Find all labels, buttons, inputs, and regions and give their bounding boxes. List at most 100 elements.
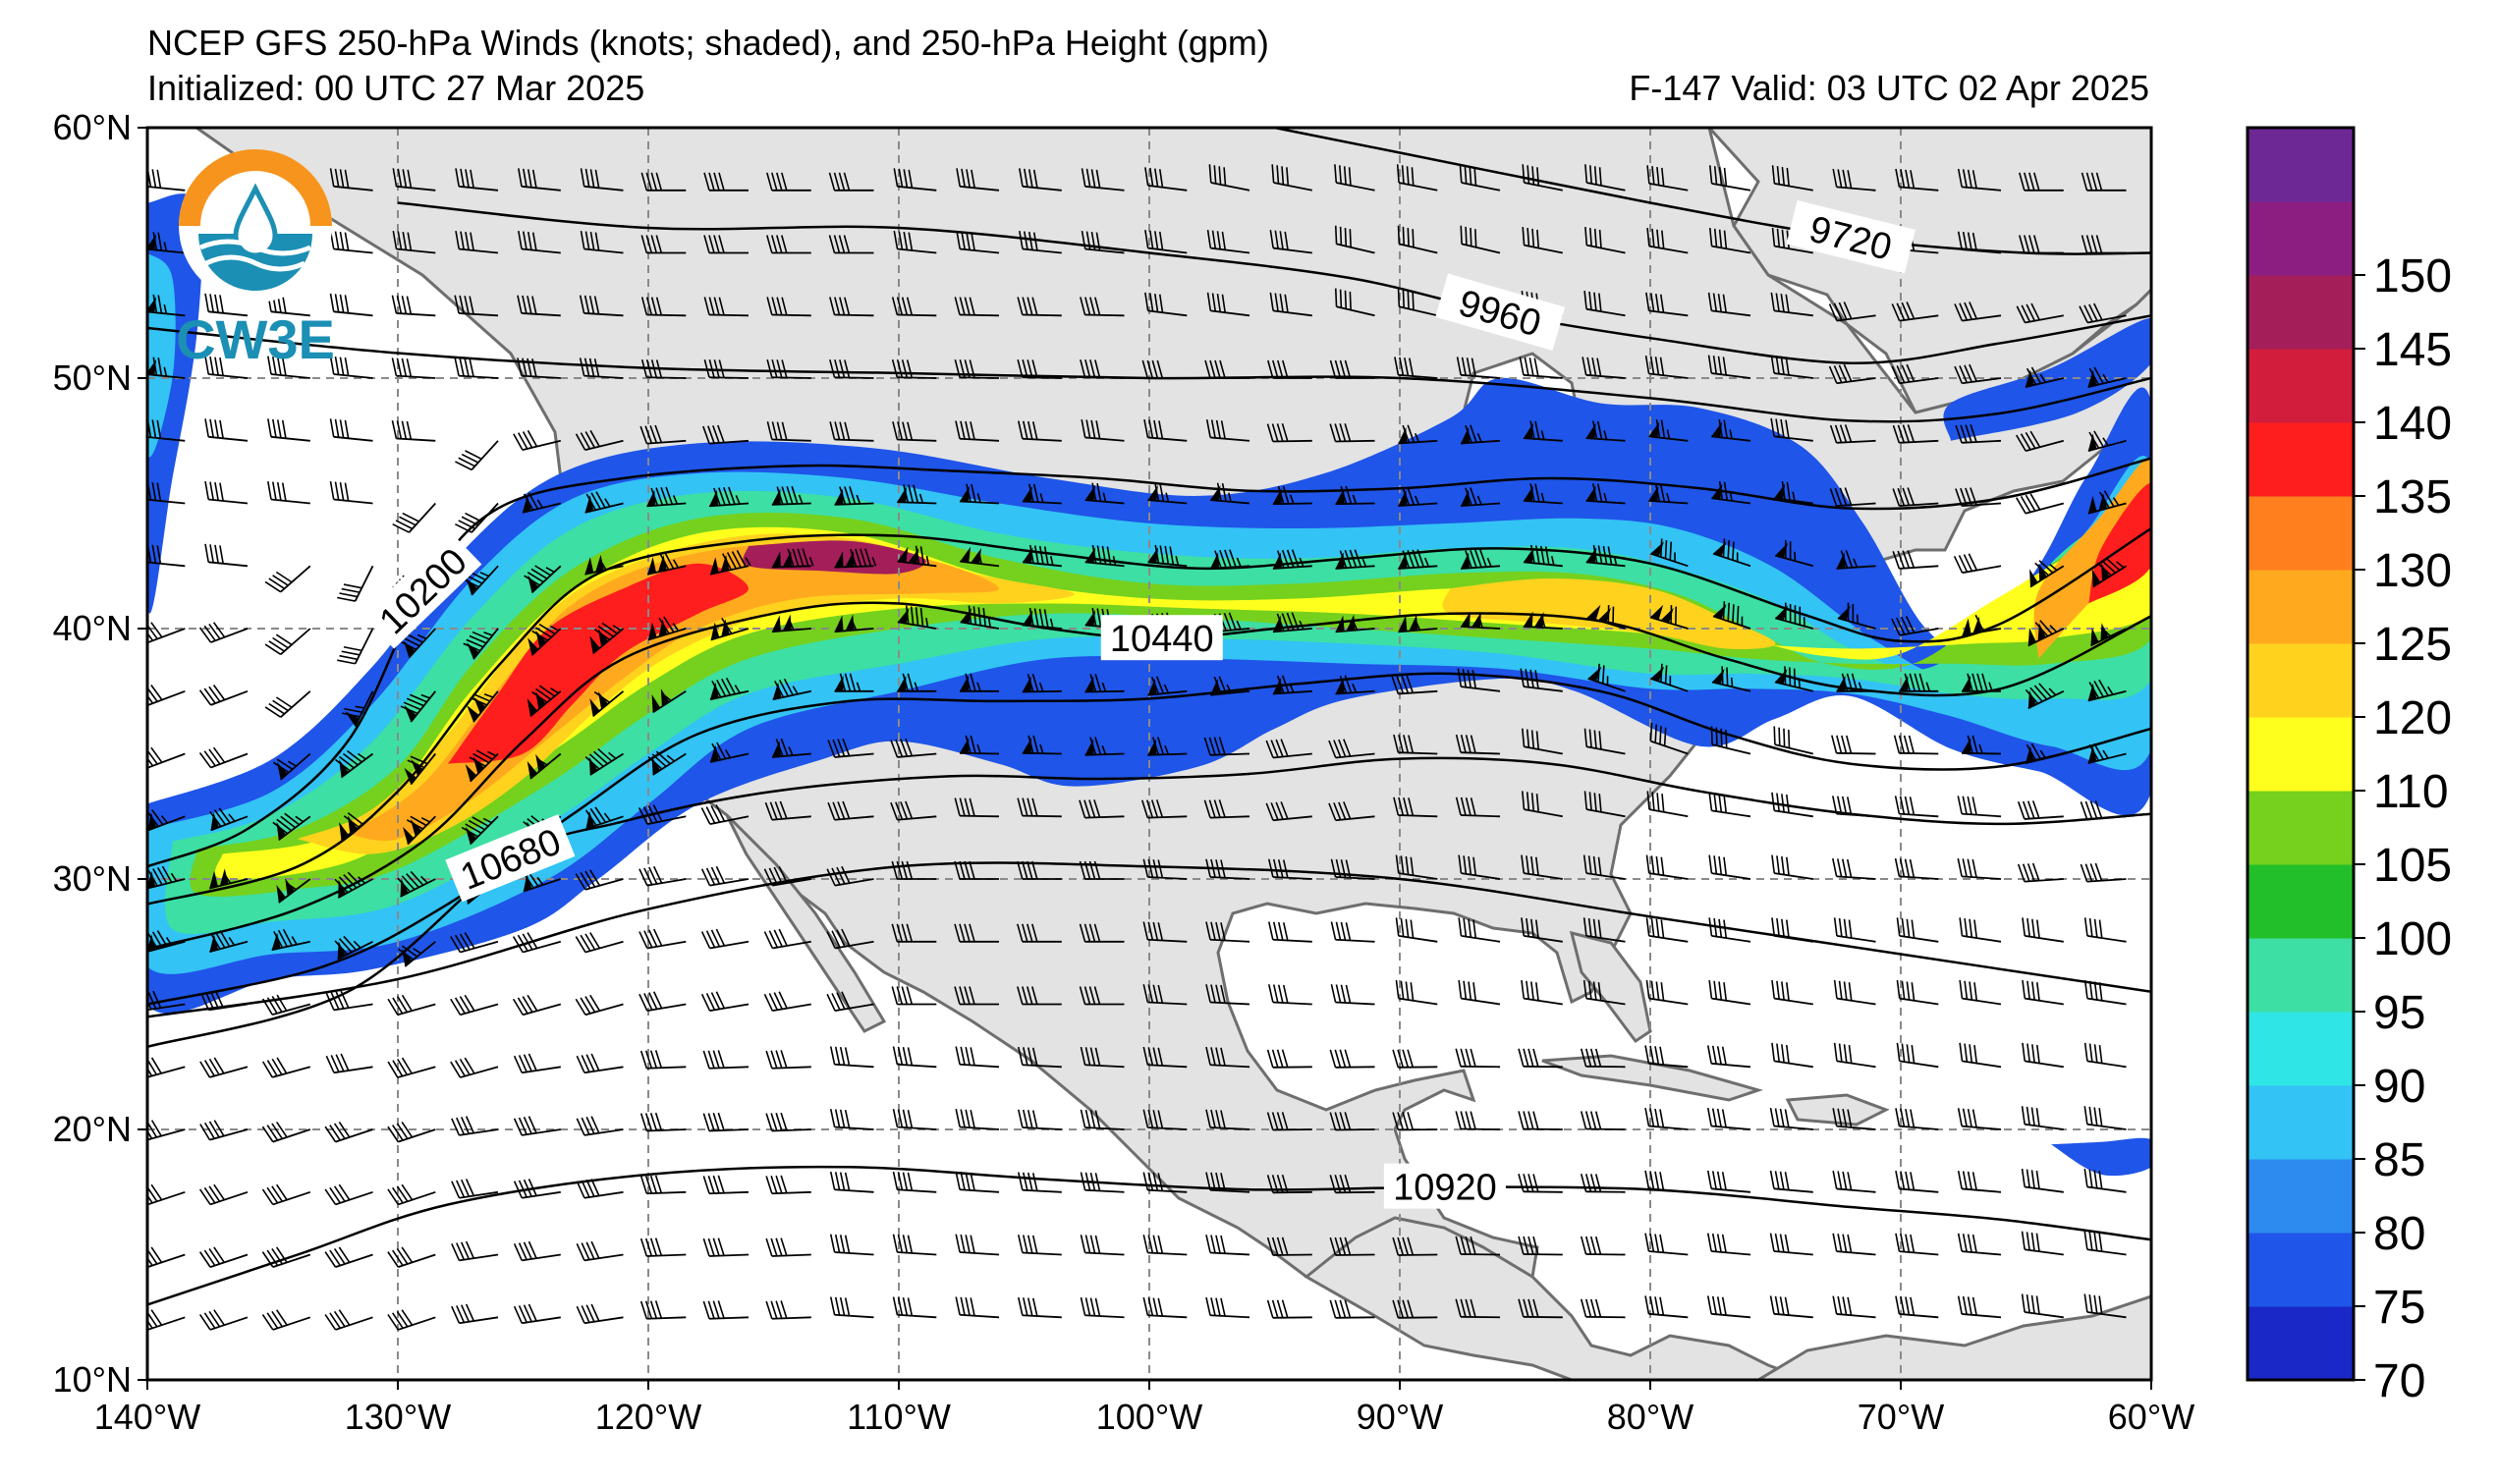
wind-barb (897, 545, 937, 568)
wind-barb (1832, 1295, 1876, 1319)
wind-barb (2079, 302, 2127, 324)
colorbar-label: 90 (2373, 1061, 2425, 1113)
wind-barb (325, 1053, 373, 1074)
wind-barb (2017, 800, 2064, 820)
wind-barb (329, 356, 373, 379)
wind-barb (1266, 1299, 1312, 1319)
wind-barb (1022, 674, 1062, 693)
wind-barb (1832, 1170, 1876, 1193)
wind-barb (579, 295, 624, 317)
wind-barb (700, 804, 749, 826)
wind-barb (513, 1303, 561, 1325)
wind-barb (1521, 791, 1563, 818)
wind-barb (387, 994, 436, 1017)
wind-barb (1203, 737, 1250, 756)
wind-barb (1079, 799, 1125, 819)
wind-barb (834, 486, 874, 506)
wind-barb (589, 690, 625, 717)
colorbar-label: 75 (2373, 1282, 2425, 1334)
wind-barb (1458, 979, 1501, 1006)
wind-barb (1265, 801, 1312, 822)
wind-barb (1398, 614, 1438, 633)
colorbar-swatch-80 (2248, 1159, 2354, 1234)
wind-barb (1081, 168, 1125, 192)
wind-barb (1205, 921, 1250, 943)
wind-barb (527, 685, 562, 717)
wind-barb (1649, 722, 1689, 755)
colorbar-swatch-100 (2248, 864, 2354, 939)
wind-barb (954, 297, 1000, 317)
wind-barb (1017, 1046, 1062, 1069)
height-contour-10080 (147, 326, 2151, 423)
wind-barb (580, 230, 624, 254)
colorbar-swatch-70 (2248, 1306, 2354, 1381)
wind-barb (329, 293, 373, 317)
wind-barb (1957, 857, 2002, 880)
wind-barb (1648, 483, 1689, 505)
wind-barb (576, 1240, 624, 1262)
wind-barb (1957, 1295, 2002, 1319)
wind-barb (1829, 424, 1876, 444)
wind-barb (1895, 168, 1939, 192)
wind-barb (638, 928, 687, 950)
wind-barb (147, 168, 186, 192)
jet-isotach-75 (2051, 1137, 2151, 1177)
colorbar: 70 75 80 85 90 95 100 105 110 120 125 130 135 140 145 1… (2246, 126, 2452, 1407)
wind-barb (702, 424, 749, 445)
wind-barb (455, 230, 499, 254)
wind-barb (147, 990, 186, 1012)
wind-barb (580, 168, 624, 192)
wind-barb (1079, 923, 1125, 943)
wind-barb (1585, 420, 1626, 442)
wind-barb (261, 1121, 311, 1143)
wind-barb (1954, 302, 2002, 322)
wind-barb (956, 230, 1000, 254)
wind-barb (198, 746, 249, 769)
wind-barb (1521, 854, 1563, 880)
wind-barb (1837, 602, 1876, 630)
wind-barb (960, 673, 999, 692)
wind-barb (329, 418, 373, 442)
wind-barb (1455, 1111, 1501, 1130)
wind-barb (893, 230, 937, 254)
wind-barb (827, 800, 874, 821)
colorbar-swatch-145 (2248, 275, 2354, 350)
wind-barb (1334, 164, 1375, 192)
height-contour-10920 (147, 1165, 2151, 1306)
wind-barb (1706, 1108, 1751, 1130)
wind-barb (1899, 673, 1939, 692)
wind-barb (1650, 538, 1689, 568)
wind-barb (589, 622, 625, 655)
colorbar-label: 145 (2373, 324, 2452, 376)
wind-barb (640, 235, 687, 254)
wind-barb (1587, 663, 1626, 692)
florida-peninsula (1569, 930, 1652, 1044)
wind-barb (1330, 921, 1375, 943)
wind-barb (2090, 623, 2127, 647)
logo-wave-1 (199, 239, 311, 256)
wind-barb (276, 878, 311, 904)
wind-barb (763, 991, 811, 1013)
wind-barb (267, 356, 310, 379)
wind-barb (1894, 857, 1939, 880)
wind-barb (1769, 1170, 1813, 1193)
wind-barb (403, 815, 436, 846)
wind-barb (1891, 302, 1939, 322)
wind-barb (2083, 917, 2127, 943)
wind-barb (1022, 483, 1062, 505)
wind-barb (1583, 728, 1626, 755)
wind-barb (829, 1234, 874, 1256)
height-contour-9960 (397, 201, 2151, 364)
wind-barb (1584, 226, 1626, 254)
wind-barb (709, 486, 749, 508)
wind-barb (1518, 1236, 1563, 1256)
wind-barb (1147, 544, 1188, 568)
wind-barb (639, 424, 687, 445)
wind-barb (1395, 854, 1438, 880)
wind-barb (955, 420, 1000, 442)
wind-barb (1650, 663, 1689, 692)
wind-barb (834, 673, 874, 692)
wind-barb (639, 1112, 687, 1132)
contour-label-group: 10440 (1100, 615, 1223, 661)
wind-barb (1711, 418, 1751, 442)
